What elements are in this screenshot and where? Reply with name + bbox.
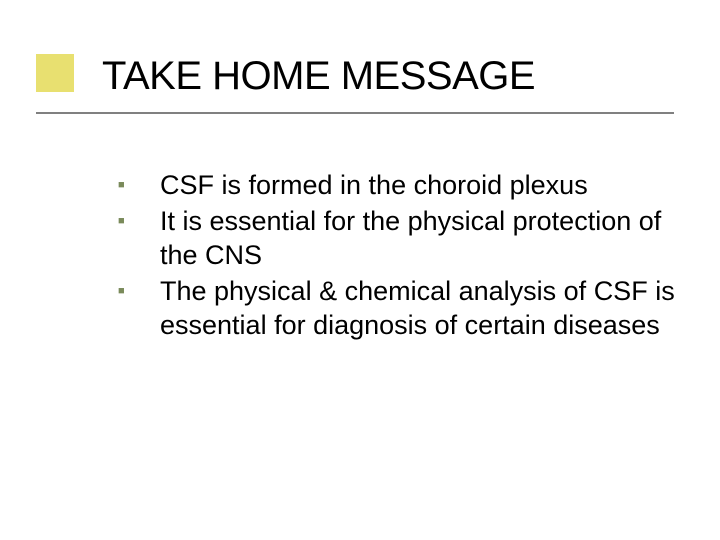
list-item-text: It is essential for the physical protect… [160,204,678,272]
square-bullet-icon: ■ [118,168,160,191]
title-underline [36,112,674,114]
list-item: ■CSF is formed in the choroid plexus [118,168,678,202]
list-item: ■It is essential for the physical protec… [118,204,678,272]
title-accent-box [36,54,74,92]
square-bullet-icon: ■ [118,274,160,297]
square-bullet-icon: ■ [118,204,160,227]
slide-title: TAKE HOME MESSAGE [102,54,535,99]
slide: TAKE HOME MESSAGE ■CSF is formed in the … [0,0,720,540]
list-item-text: The physical & chemical analysis of CSF … [160,274,678,342]
title-wrap: TAKE HOME MESSAGE [102,54,535,99]
list-item-text: CSF is formed in the choroid plexus [160,168,678,202]
list-item: ■The physical & chemical analysis of CSF… [118,274,678,342]
body-content: ■CSF is formed in the choroid plexus■It … [118,168,678,344]
